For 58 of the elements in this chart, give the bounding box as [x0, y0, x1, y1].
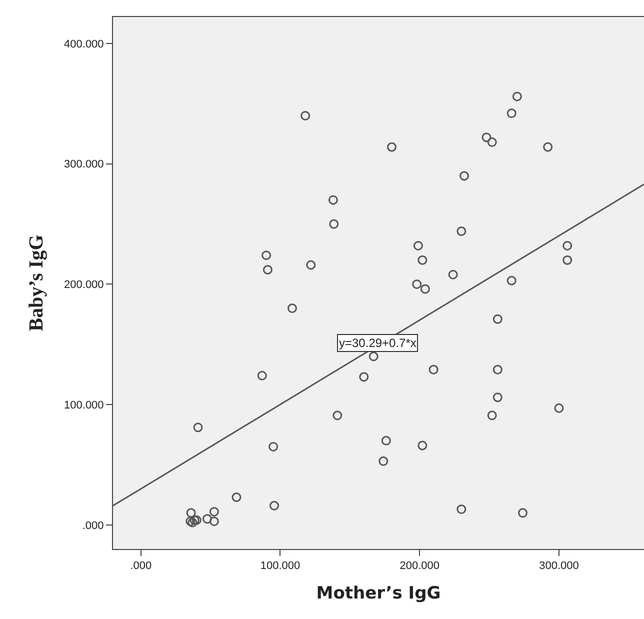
point	[456, 226, 466, 236]
point	[459, 171, 469, 181]
point	[506, 276, 516, 286]
point	[332, 410, 342, 420]
point	[257, 370, 267, 380]
point	[487, 410, 497, 420]
x-tick-label: 300.000	[539, 560, 579, 572]
point	[193, 422, 203, 432]
point	[386, 142, 396, 152]
point	[554, 403, 564, 413]
x-tick-label: 100.000	[260, 560, 300, 572]
point	[420, 284, 430, 294]
point	[512, 92, 522, 102]
point	[448, 270, 458, 280]
point	[492, 392, 502, 402]
point	[287, 304, 297, 314]
y-tick-label: 100.000	[64, 399, 104, 412]
point	[209, 506, 219, 516]
point	[329, 219, 339, 229]
y-tick-label: .000	[82, 520, 104, 532]
y-tick-label: 200.000	[64, 279, 104, 292]
point	[482, 132, 492, 142]
point	[381, 436, 391, 446]
point	[428, 364, 438, 374]
point	[506, 108, 516, 118]
point	[456, 504, 466, 514]
point	[518, 508, 528, 518]
point	[300, 110, 310, 120]
point	[232, 492, 242, 502]
y-axis-title: Baby’s IgG	[26, 234, 48, 332]
point	[543, 142, 553, 152]
x-tick-label: 200.000	[400, 560, 440, 572]
point	[412, 279, 422, 289]
point	[378, 456, 388, 466]
point	[487, 137, 497, 147]
point	[262, 265, 272, 275]
y-tick-label: 300.000	[64, 158, 104, 171]
point	[306, 260, 316, 270]
point	[262, 250, 272, 260]
point	[209, 516, 219, 526]
point	[418, 255, 428, 265]
point	[270, 500, 279, 510]
point	[359, 372, 369, 382]
x-tick-label: .000	[130, 560, 152, 572]
point	[328, 195, 338, 205]
annotation: y=30.29+0.7*x	[339, 336, 416, 350]
point	[492, 364, 502, 374]
point	[562, 255, 572, 265]
point	[562, 240, 572, 250]
point	[202, 514, 212, 524]
x-axis-title: Mother’s IgG	[316, 584, 441, 604]
point	[492, 314, 502, 324]
point	[368, 352, 378, 362]
point	[418, 440, 428, 450]
point	[413, 240, 423, 250]
point	[186, 508, 196, 518]
point	[268, 442, 278, 452]
y-tick-label: 400.000	[64, 38, 104, 50]
